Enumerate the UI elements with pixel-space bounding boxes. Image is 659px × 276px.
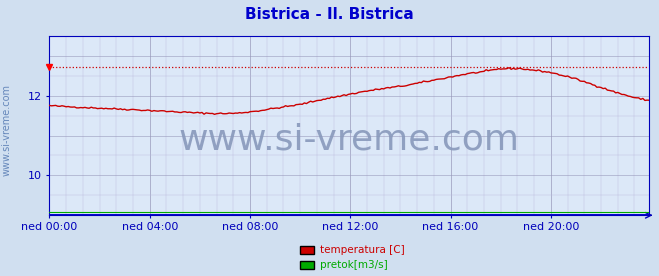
Text: www.si-vreme.com: www.si-vreme.com: [1, 84, 12, 176]
Text: temperatura [C]: temperatura [C]: [320, 245, 405, 255]
Text: pretok[m3/s]: pretok[m3/s]: [320, 260, 387, 270]
Text: www.si-vreme.com: www.si-vreme.com: [179, 123, 520, 157]
Text: Bistrica - Il. Bistrica: Bistrica - Il. Bistrica: [245, 7, 414, 22]
